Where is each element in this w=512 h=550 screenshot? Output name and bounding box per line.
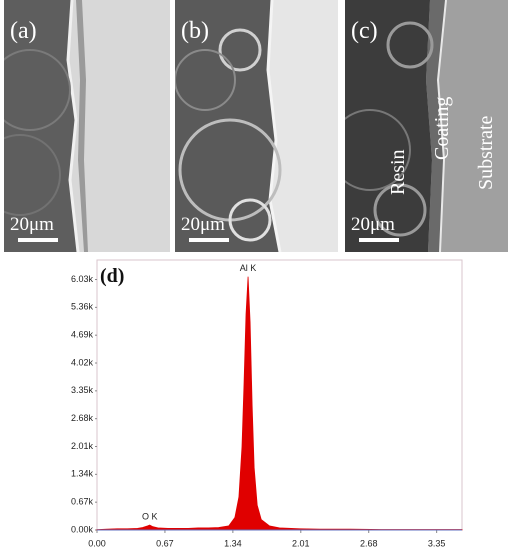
y-tick-label: 0.67k (71, 497, 94, 507)
y-tick-label: 2.68k (71, 413, 94, 423)
panel-label: (c) (351, 18, 378, 44)
panel-label: (d) (100, 265, 124, 287)
panel-label: (b) (181, 18, 209, 44)
x-tick-label: 0.67 (156, 538, 174, 548)
annotation: Al K (240, 263, 257, 273)
y-tick-label: 4.69k (71, 330, 94, 340)
scale-label: 20μm (181, 214, 225, 235)
annotation: O K (142, 511, 158, 521)
scale-bar (189, 238, 229, 242)
x-tick-label: 3.35 (428, 538, 446, 548)
sem-c (345, 0, 508, 252)
x-tick-label: 2.01 (292, 538, 310, 548)
y-tick-label: 1.34k (71, 469, 94, 479)
scale-label: 20μm (10, 214, 54, 235)
plot-frame (96, 259, 463, 531)
y-tick-label: 2.01k (71, 441, 94, 451)
spectrum (96, 276, 463, 531)
y-tick-label: 4.02k (71, 357, 94, 367)
scale-bar (18, 238, 58, 242)
sem-labels: (a) (b) (c) 20μm 20μm 20μm Resin Coating… (10, 18, 497, 242)
layer-label: Substrate (475, 115, 497, 190)
y-tick-label: 6.03k (71, 274, 94, 284)
scale-bar (359, 238, 399, 242)
y-tick-label: 5.36k (71, 302, 94, 312)
scale-label: 20μm (351, 214, 395, 235)
sem-a (4, 0, 170, 252)
x-tick-label: 2.68 (360, 538, 378, 548)
layer-label: Coating (431, 97, 453, 160)
layer-label: Resin (387, 149, 409, 195)
y-tick-label: 3.35k (71, 385, 94, 395)
x-tick-label: 0.00 (88, 538, 106, 548)
panel-label: (a) (10, 18, 37, 44)
y-tick-label: 0.00k (71, 524, 94, 534)
sem-b (175, 0, 338, 252)
x-tick-label: 1.34 (224, 538, 242, 548)
